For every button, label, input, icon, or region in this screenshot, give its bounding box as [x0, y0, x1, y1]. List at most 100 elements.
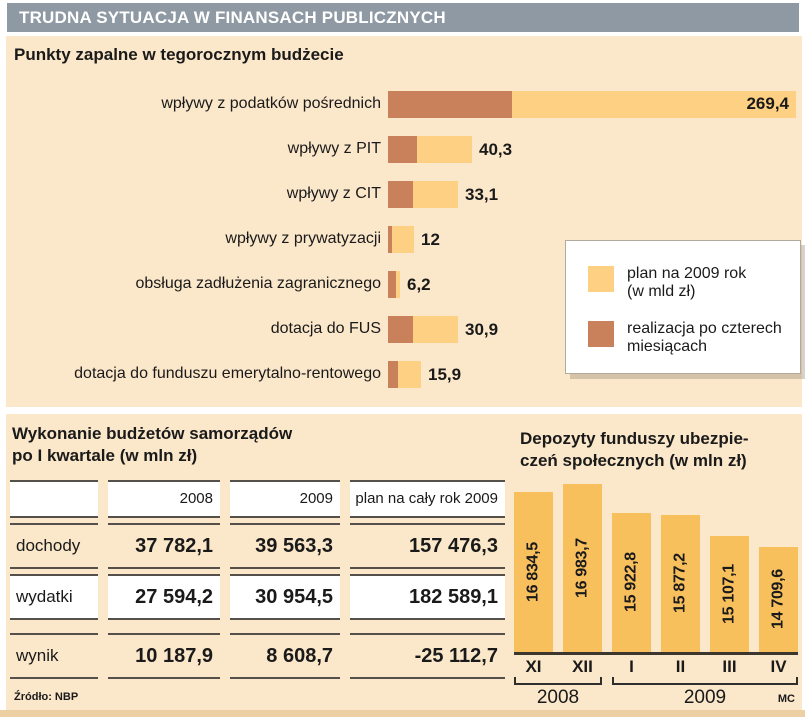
credit-initials: MC — [777, 693, 795, 705]
deposits-chart: Depozyty funduszy ubezpie- czeń społeczn… — [514, 428, 802, 709]
header-cell-plan: plan na cały rok 2009 — [350, 480, 505, 518]
table-row: wydatki 27 594,2 30 954,5 182 589,1 — [10, 574, 507, 620]
budget-chart: wpływy z podatków pośrednich 269,4 wpływ… — [6, 82, 802, 397]
header-cell-2008: 2008 — [108, 480, 220, 518]
deposit-bar: 16 834,5 — [514, 492, 553, 653]
month-label: IV — [770, 657, 787, 677]
deposits-year-axis: 2008 2009 — [514, 687, 802, 709]
table-title: Wykonanie budżetów samorządów po I kwart… — [12, 424, 293, 466]
table-cell: 39 563,3 — [230, 523, 340, 569]
budget-row-bars: 6,2 — [388, 271, 431, 298]
header-cell-2009: 2009 — [230, 480, 340, 518]
budget-row-value: 269,4 — [746, 94, 789, 113]
deposit-bar-value: 15 877,2 — [671, 553, 689, 614]
budget-row-label: dotacja do FUS — [270, 320, 381, 338]
header-cell-empty — [10, 480, 98, 518]
month-label: II — [675, 657, 686, 677]
bracket-2009 — [612, 677, 798, 686]
local-budgets-table: 2008 2009 plan na cały rok 2009 dochody … — [10, 480, 507, 679]
budget-row-value: 12 — [421, 229, 440, 249]
budget-row-bars: 15,9 — [388, 361, 461, 388]
realization-bar — [388, 271, 396, 298]
budget-row: wpływy z PIT 40,3 — [6, 127, 802, 172]
row-label: wynik — [10, 633, 98, 679]
realization-bar — [388, 226, 392, 253]
table-cell: 8 608,7 — [230, 633, 340, 679]
table-header-row: 2008 2009 plan na cały rok 2009 — [10, 480, 507, 518]
budget-row-bars: 33,1 — [388, 181, 498, 208]
budget-row-label: wpływy z prywatyzacji — [225, 230, 381, 248]
budget-row-bars: 40,3 — [388, 136, 512, 163]
budget-row-value: 33,1 — [465, 184, 499, 204]
budget-row: wpływy z CIT 33,1 — [6, 172, 802, 217]
table-row: wynik 10 187,9 8 608,7 -25 112,7 — [10, 633, 507, 679]
realization-swatch-icon — [588, 320, 614, 347]
bottom-panel: Wykonanie budżetów samorządów po I kwart… — [6, 414, 802, 710]
legend-item-realization: realizacja po czterech miesiącach — [588, 320, 790, 357]
plan-bar — [388, 226, 414, 253]
legend-plan-label: plan na 2009 rok (w mld zł) — [627, 265, 747, 301]
budget-row-label: dotacja do funduszu emerytalno-rentowego — [74, 365, 381, 383]
row-label: dochody — [10, 523, 98, 569]
table-cell: 182 589,1 — [350, 574, 505, 620]
deposit-bar: 15 107,1 — [710, 536, 749, 653]
deposit-bar-value: 16 834,5 — [524, 542, 542, 603]
realization-bar — [388, 136, 417, 163]
budget-row-bars: 12 — [388, 226, 440, 253]
realization-bar — [388, 91, 512, 118]
row-label: wydatki — [10, 574, 98, 620]
table-cell: -25 112,7 — [350, 633, 505, 679]
deposits-bars: 16 834,5 16 983,7 15 922,8 15 877,2 15 1… — [514, 482, 798, 656]
budget-row: wpływy z podatków pośrednich 269,4 — [6, 82, 802, 127]
realization-bar — [388, 361, 398, 388]
deposit-bar-value: 14 709,6 — [769, 569, 787, 630]
month-label: III — [722, 657, 737, 677]
budget-row-bars: 269,4 — [388, 91, 796, 118]
legend: plan na 2009 rok (w mld zł) realizacja p… — [565, 240, 801, 374]
budget-chart-title: Punkty zapalne w tegorocznym budżecie — [14, 45, 344, 64]
deposit-bar: 16 983,7 — [563, 484, 602, 653]
month-label: XI — [525, 657, 542, 677]
month-label: XII — [572, 657, 593, 677]
table-cell: 37 782,1 — [108, 523, 220, 569]
legend-realization-label: realizacja po czterech miesiącach — [627, 319, 782, 356]
year-label: 2008 — [536, 687, 580, 709]
budget-row-value: 6,2 — [407, 274, 431, 294]
deposit-bar: 15 922,8 — [612, 513, 651, 653]
budget-row-value: 30,9 — [465, 319, 499, 339]
year-label: 2009 — [683, 687, 727, 709]
deposit-bar-value: 15 107,1 — [720, 564, 738, 625]
budget-row: dotacja do funduszu emerytalno-rentowego… — [6, 352, 802, 397]
realization-bar — [388, 181, 413, 208]
budget-row-label: obsługa zadłużenia zagranicznego — [135, 275, 381, 293]
budget-row-value: 15,9 — [428, 364, 462, 384]
plan-swatch-icon — [588, 266, 614, 292]
table-cell: 157 476,3 — [350, 523, 505, 569]
budget-row-value: 40,3 — [479, 139, 513, 159]
table-cell: 10 187,9 — [108, 633, 220, 679]
budget-row: obsługa zadłużenia zagranicznego 6,2 — [6, 262, 802, 307]
budget-row-label: wpływy z podatków pośrednich — [161, 95, 381, 113]
budget-row: dotacja do FUS 30,9 — [6, 307, 802, 352]
table-cell: 27 594,2 — [108, 574, 220, 620]
realization-bar — [388, 316, 413, 343]
deposits-chart-title: Depozyty funduszy ubezpie- czeń społeczn… — [520, 429, 749, 471]
budget-row: wpływy z prywatyzacji 12 — [6, 217, 802, 262]
deposit-bar: 15 877,2 — [661, 515, 700, 653]
deposits-year-brackets — [514, 677, 802, 686]
table-cell: 30 954,5 — [230, 574, 340, 620]
deposit-bar-value: 15 922,8 — [622, 552, 640, 613]
page-title: TRUDNA SYTUACJA W FINANSACH PUBLICZNYCH — [7, 3, 799, 32]
budget-row-label: wpływy z CIT — [286, 185, 381, 203]
bottom-edge-strip — [0, 710, 805, 717]
budget-row-bars: 30,9 — [388, 316, 498, 343]
deposits-month-axis: XI XII I II III IV — [514, 657, 802, 677]
month-label: I — [629, 657, 634, 677]
bracket-2008 — [514, 677, 602, 686]
legend-item-plan: plan na 2009 rok (w mld zł) — [588, 265, 790, 302]
budget-chart-panel: Punkty zapalne w tegorocznym budżecie wp… — [6, 36, 802, 407]
deposit-bar-value: 16 983,7 — [573, 538, 591, 599]
budget-row-label: wpływy z PIT — [287, 140, 381, 158]
source-note: Źródło: NBP — [14, 691, 79, 703]
deposit-bar: 14 709,6 — [759, 547, 798, 653]
